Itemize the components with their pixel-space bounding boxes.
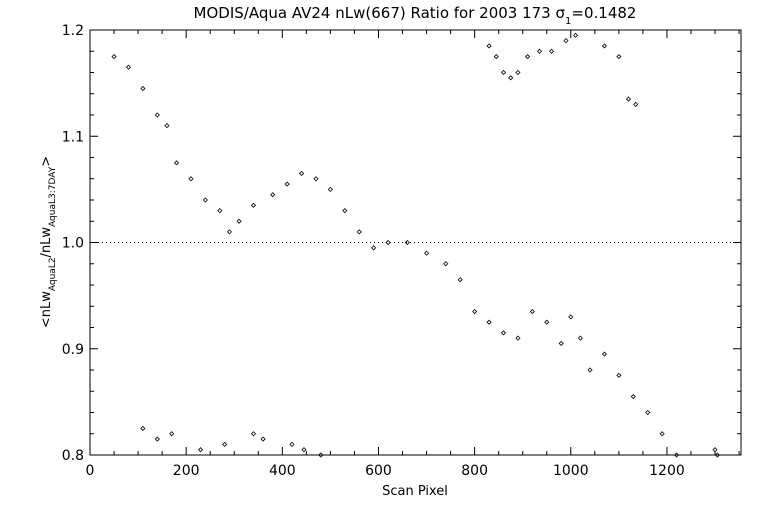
data-point bbox=[198, 447, 204, 453]
data-point bbox=[616, 372, 622, 378]
data-point bbox=[457, 277, 463, 283]
data-point bbox=[714, 452, 721, 458]
data-point bbox=[712, 447, 718, 453]
data-point bbox=[173, 160, 180, 166]
data-point bbox=[260, 436, 266, 442]
data-point bbox=[616, 53, 622, 60]
data-point bbox=[587, 367, 593, 373]
plot-area-frame bbox=[89, 29, 742, 456]
data-point bbox=[164, 123, 170, 129]
data-point bbox=[500, 330, 507, 336]
data-point bbox=[404, 239, 410, 246]
y-tick-label: 1.1 bbox=[62, 129, 84, 145]
data-point bbox=[645, 409, 651, 416]
data-point bbox=[515, 69, 521, 76]
y-tick-label: 1.2 bbox=[62, 23, 84, 39]
data-point bbox=[493, 53, 499, 60]
data-point bbox=[423, 250, 430, 256]
data-point bbox=[342, 208, 348, 214]
data-point bbox=[250, 431, 257, 437]
data-point bbox=[236, 218, 242, 224]
data-point bbox=[625, 96, 632, 102]
data-points bbox=[111, 32, 721, 458]
x-tick-label: 200 bbox=[173, 463, 200, 479]
data-point bbox=[500, 69, 507, 76]
data-point bbox=[577, 335, 583, 341]
data-point bbox=[111, 53, 117, 60]
chart-title: MODIS/Aqua AV24 nLw(667) Ratio for 2003 … bbox=[194, 4, 637, 27]
x-tick-label: 1200 bbox=[649, 463, 685, 479]
data-point bbox=[226, 229, 232, 235]
data-point bbox=[202, 197, 208, 203]
data-point bbox=[289, 441, 295, 447]
data-point bbox=[573, 32, 579, 38]
data-point bbox=[563, 38, 569, 44]
data-point bbox=[472, 308, 478, 315]
data-point bbox=[544, 319, 550, 325]
x-tick-label: 600 bbox=[365, 463, 392, 479]
axis-ticks bbox=[89, 29, 741, 456]
data-point bbox=[486, 319, 492, 325]
data-point bbox=[601, 351, 608, 357]
x-axis-label: Scan Pixel bbox=[382, 484, 448, 499]
data-point bbox=[284, 181, 290, 187]
data-point bbox=[549, 48, 555, 54]
x-tick-label: 400 bbox=[269, 463, 296, 479]
data-point bbox=[356, 229, 362, 235]
data-point bbox=[486, 43, 492, 49]
data-point bbox=[154, 112, 160, 118]
data-point bbox=[371, 245, 377, 251]
data-point bbox=[633, 101, 639, 107]
data-point bbox=[515, 335, 521, 341]
x-tick-label: 800 bbox=[461, 463, 488, 479]
data-point bbox=[558, 340, 564, 347]
data-point bbox=[250, 202, 257, 208]
data-point bbox=[140, 425, 146, 432]
data-point bbox=[298, 170, 305, 177]
data-point bbox=[318, 452, 324, 458]
tick-labels: 0 200 400 600 800 1000 1200 0.8 0.9 1.0 1.1 1.2 bbox=[62, 23, 685, 479]
data-point bbox=[125, 64, 132, 70]
data-point bbox=[301, 447, 307, 453]
data-point bbox=[154, 436, 160, 442]
data-point bbox=[508, 75, 514, 81]
data-point bbox=[270, 192, 276, 198]
data-point bbox=[140, 85, 146, 92]
y-tick-label: 0.9 bbox=[62, 342, 84, 358]
data-point bbox=[601, 43, 608, 49]
data-point bbox=[188, 176, 194, 182]
data-point bbox=[536, 48, 543, 54]
y-tick-label: 1.0 bbox=[62, 236, 84, 252]
data-point bbox=[385, 239, 391, 246]
data-point bbox=[568, 314, 574, 320]
y-tick-label: 0.8 bbox=[62, 448, 84, 464]
data-point bbox=[222, 441, 228, 447]
data-point bbox=[630, 393, 636, 400]
data-point bbox=[313, 176, 319, 182]
data-point bbox=[524, 53, 531, 60]
data-point bbox=[443, 261, 449, 267]
data-point bbox=[327, 186, 333, 192]
data-point bbox=[659, 431, 665, 437]
x-tick-label: 0 bbox=[86, 463, 95, 479]
x-tick-label: 1000 bbox=[553, 463, 589, 479]
data-point bbox=[674, 452, 680, 458]
data-point bbox=[529, 308, 535, 315]
data-point bbox=[169, 431, 175, 437]
y-axis-label: <nLwAquaL2/nLwAquaL3:7DAY> bbox=[39, 156, 58, 328]
data-point bbox=[217, 208, 223, 214]
